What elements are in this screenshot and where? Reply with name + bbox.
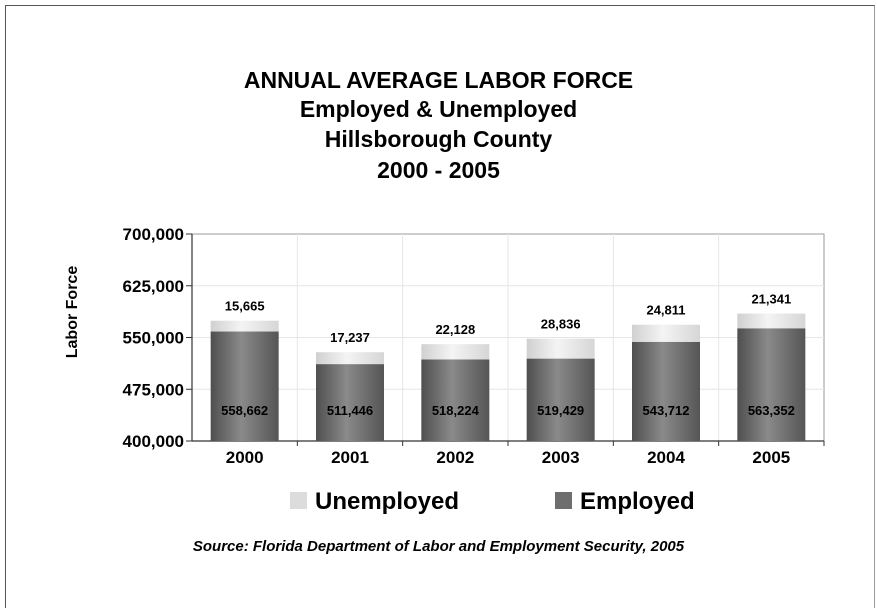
data-label-unemployed-2005: 21,341 xyxy=(751,292,791,307)
y-tick-label: 625,000 xyxy=(123,277,184,296)
legend-label-employed: Employed xyxy=(580,488,695,515)
legend-swatch-employed xyxy=(555,492,572,509)
data-label-employed-2000: 558,662 xyxy=(221,403,268,418)
bar-unemployed-2002 xyxy=(421,344,490,360)
bar-unemployed-2000 xyxy=(210,320,279,332)
legend-swatch-unemployed xyxy=(290,492,307,509)
chart-frame xyxy=(5,5,875,608)
x-tick-label-2003: 2003 xyxy=(542,448,580,467)
x-tick-label-2000: 2000 xyxy=(226,448,264,467)
bar-unemployed-2003 xyxy=(526,338,595,359)
y-tick-label: 475,000 xyxy=(123,380,184,399)
legend-label-unemployed: Unemployed xyxy=(315,488,460,515)
bar-unemployed-2004 xyxy=(632,324,700,342)
x-tick-label-2001: 2001 xyxy=(331,448,369,467)
bar-employed-2004 xyxy=(632,341,700,441)
chart-title-line-1: ANNUAL AVERAGE LABOR FORCE xyxy=(243,67,634,93)
data-label-unemployed-2001: 17,237 xyxy=(330,330,370,345)
data-label-employed-2003: 519,429 xyxy=(537,403,584,418)
x-tick-label-2005: 2005 xyxy=(752,448,790,467)
bar-employed-2003 xyxy=(526,358,595,441)
bar-unemployed-2005 xyxy=(737,313,806,329)
chart-title-line-4: 2000 - 2005 xyxy=(377,157,500,183)
data-label-unemployed-2003: 28,836 xyxy=(541,317,581,332)
bar-employed-2000 xyxy=(210,331,279,441)
chart-title-line-2: Employed & Unemployed xyxy=(299,96,578,122)
data-label-employed-2004: 543,712 xyxy=(643,403,690,418)
bar-unemployed-2001 xyxy=(316,352,384,365)
data-label-unemployed-2002: 22,128 xyxy=(435,322,475,337)
y-axis-label: Labor Force xyxy=(64,266,81,359)
source-note: Source: Florida Department of Labor and … xyxy=(192,538,685,555)
y-tick-label: 700,000 xyxy=(123,225,184,244)
bar-employed-2001 xyxy=(316,364,384,441)
bar-employed-2002 xyxy=(421,359,490,441)
y-tick-label: 400,000 xyxy=(123,432,184,451)
data-label-employed-2002: 518,224 xyxy=(432,403,480,418)
y-tick-label: 550,000 xyxy=(123,329,184,348)
data-label-employed-2001: 511,446 xyxy=(327,403,373,418)
data-label-employed-2005: 563,352 xyxy=(748,403,795,418)
data-label-unemployed-2000: 15,665 xyxy=(225,299,265,314)
bar-employed-2005 xyxy=(737,328,806,441)
chart-title-line-3: Hillsborough County xyxy=(324,126,553,152)
data-label-unemployed-2004: 24,811 xyxy=(646,303,685,318)
x-tick-label-2004: 2004 xyxy=(647,448,685,467)
x-tick-label-2002: 2002 xyxy=(436,448,474,467)
